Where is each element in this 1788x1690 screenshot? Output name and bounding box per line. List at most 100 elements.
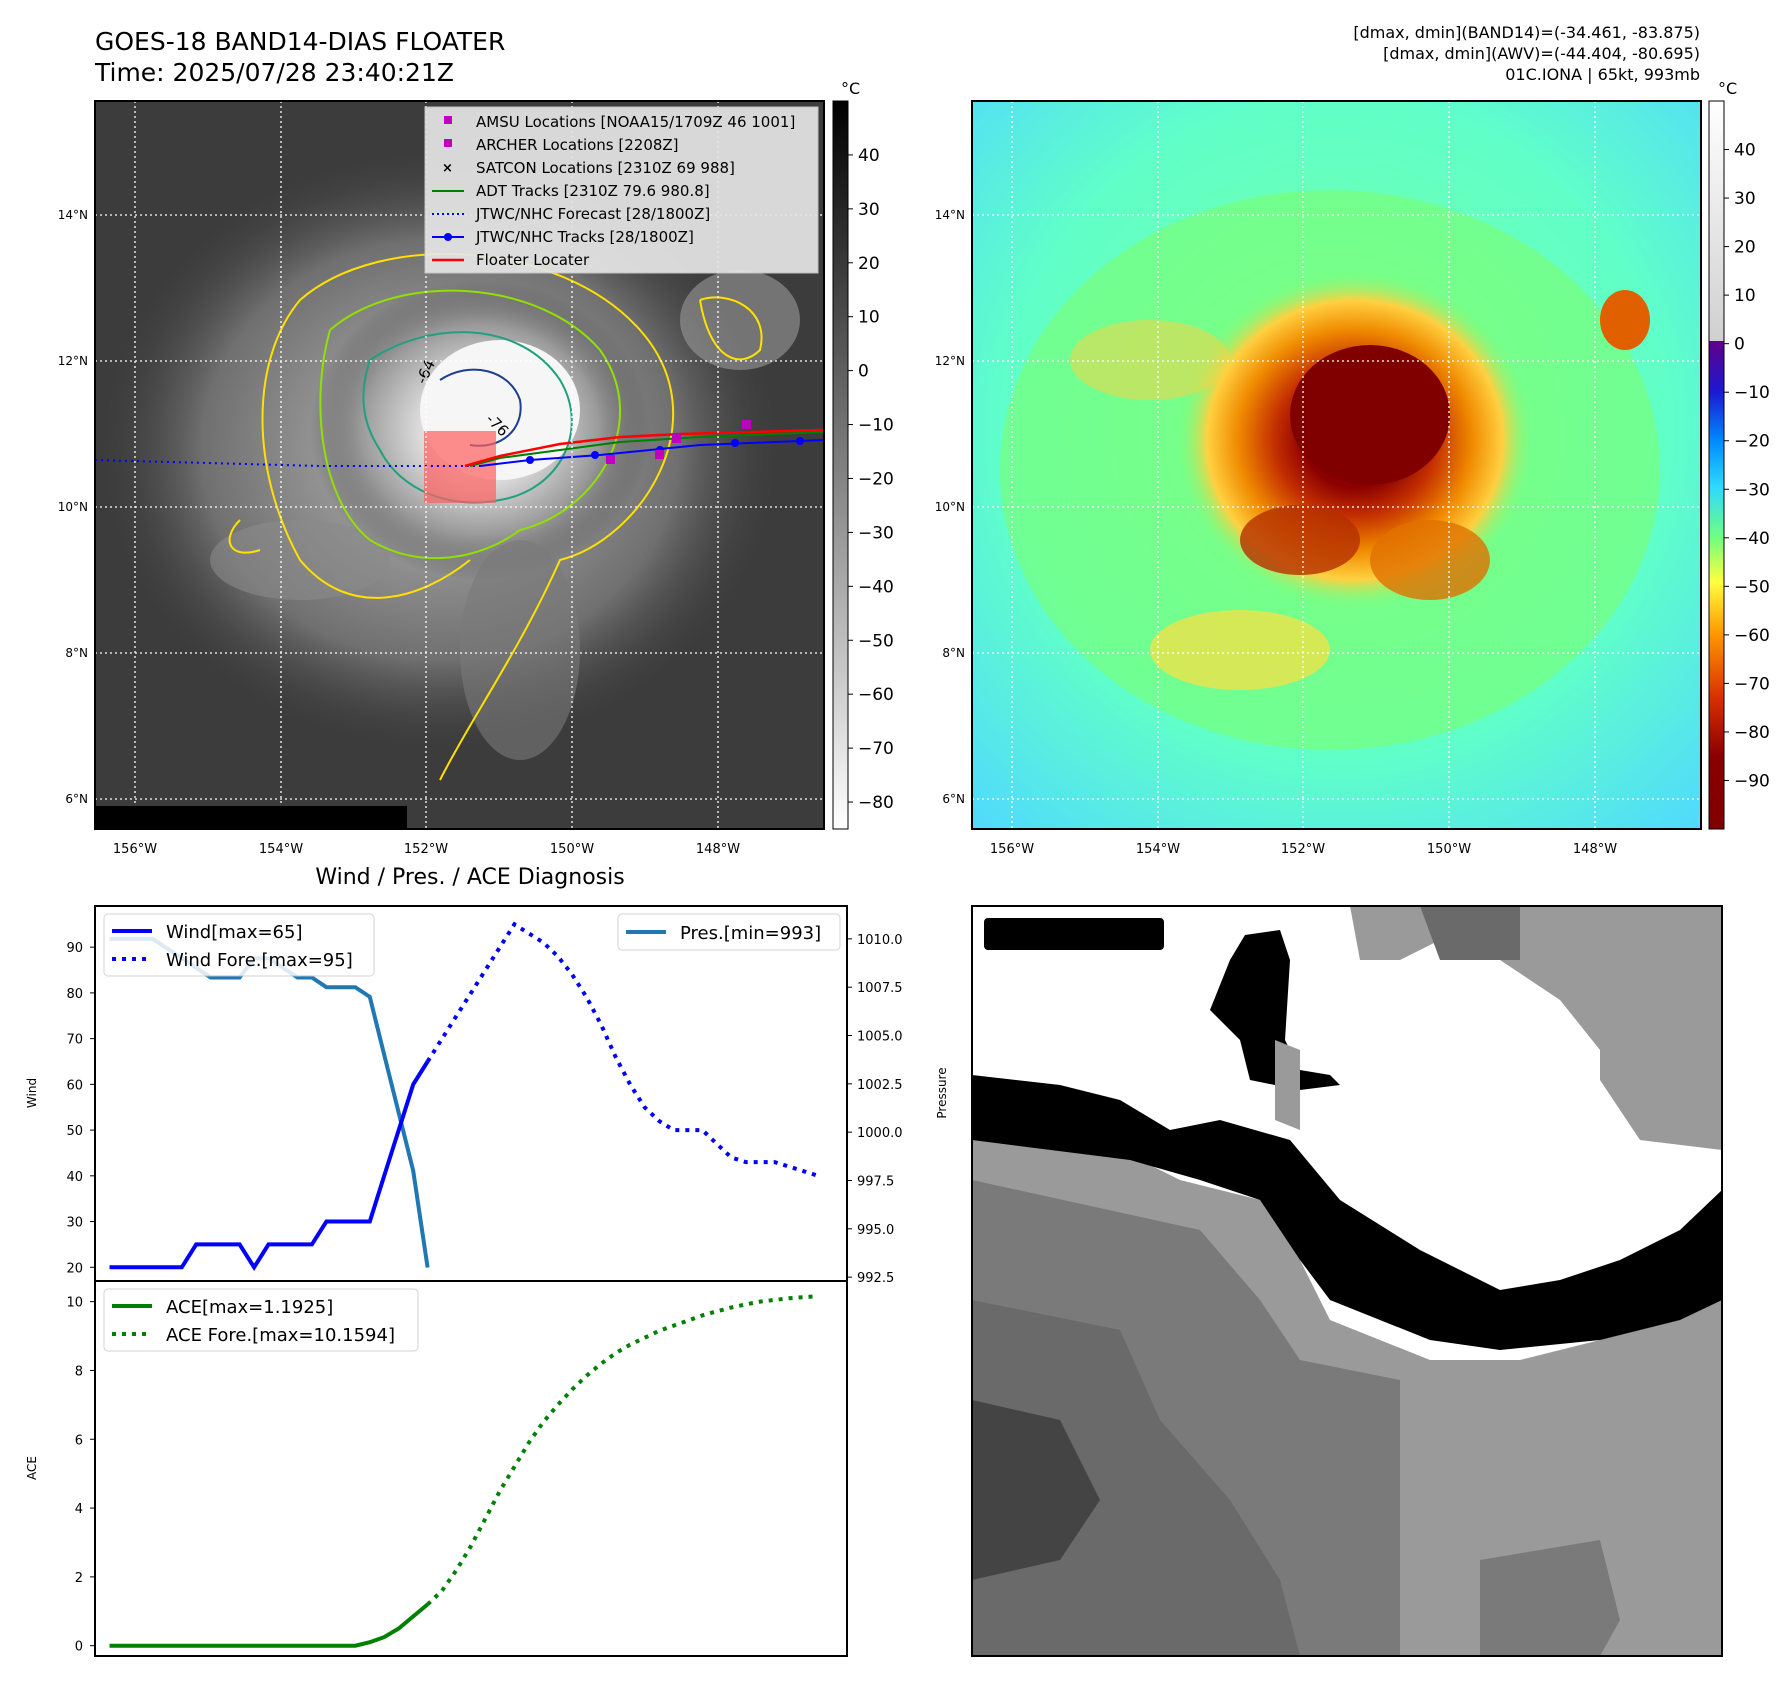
awv-lon-ticks: 156°W 154°W 152°W 150°W 148°W — [990, 842, 1617, 857]
ir-colorbar-tick-label: 0 — [858, 362, 869, 382]
awv-colorbar-unit: °C — [1718, 79, 1737, 98]
ir-colorbar-unit: °C — [841, 79, 860, 98]
floater-box — [424, 431, 496, 503]
ir-map-panel: -64 -76 — [58, 100, 825, 857]
svg-text:156°W: 156°W — [990, 842, 1034, 857]
wind-legend-label: Wind[max=65] — [166, 922, 303, 943]
ace-forecast-legend-label: ACE Fore.[max=10.1594] — [166, 1325, 395, 1346]
svg-text:10°N: 10°N — [58, 500, 88, 514]
svg-text:154°W: 154°W — [1136, 842, 1180, 857]
ir-colorbar-tick-label: 30 — [858, 200, 880, 220]
ir-colorbar: °C 40 30 20 10 0 −10 −20 −30 −40 −50 −60 −70 −80 — [832, 79, 894, 830]
pressure-y-tick-label: 1010.0 — [857, 933, 903, 948]
ace-y-tick-label: 6 — [75, 1433, 83, 1448]
info-storm: 01C.IONA | 65kt, 993mb — [1505, 65, 1700, 84]
pressure-y-tick-label: 1002.5 — [857, 1078, 903, 1093]
diagnosis-title: Wind / Pres. / ACE Diagnosis — [315, 865, 624, 890]
awv-cloud-field — [1000, 190, 1660, 750]
awv-colorbar-tick-label: −40 — [1734, 529, 1770, 549]
ace-y-tick-label: 4 — [75, 1502, 83, 1517]
awv-colorbar-tick-label: −50 — [1734, 577, 1770, 597]
legend-floater-label: Floater Locater — [476, 251, 590, 269]
pressure-legend: Pres.[min=993] — [617, 913, 841, 951]
svg-text:152°W: 152°W — [404, 842, 448, 857]
ir-colorbar-tick-label: −60 — [858, 685, 894, 705]
pressure-y-tick-label: 992.5 — [857, 1271, 894, 1286]
awv-colorbar-tick-label: 10 — [1734, 286, 1756, 306]
awv-lat-ticks: 14°N 12°N 10°N 8°N 6°N — [935, 208, 965, 806]
svg-text:12°N: 12°N — [935, 354, 965, 368]
legend-satcon-label: SATCON Locations [2310Z 69 988] — [476, 159, 735, 177]
svg-text:148°W: 148°W — [696, 842, 740, 857]
ace-y-tick-label: 2 — [75, 1571, 83, 1586]
ir-colorbar-tick-label: −40 — [858, 577, 894, 597]
legend-archer-marker — [444, 139, 452, 147]
wind-axis-label: Wind — [25, 1078, 39, 1108]
svg-text:156°W: 156°W — [113, 842, 157, 857]
wind-y-tick-label: 60 — [66, 1078, 83, 1093]
wmg-panel: WMG Count: 0 — [971, 905, 1723, 1657]
ir-colorbar-tick-label: −50 — [858, 631, 894, 651]
awv-colorbar-tick-label: 20 — [1734, 238, 1756, 258]
svg-text:12°N: 12°N — [58, 354, 88, 368]
pressure-y-tick-label: 1007.5 — [857, 981, 903, 996]
ir-colorbar-tick-label: 40 — [858, 146, 880, 166]
wind-line — [109, 1060, 430, 1272]
pressure-legend-label: Pres.[min=993] — [680, 923, 821, 944]
info-awv: [dmax, dmin](AWV)=(-44.404, -80.695) — [1383, 44, 1700, 63]
awv-colorbar-tick-label: −10 — [1734, 383, 1770, 403]
wind-y-tick-label: 30 — [66, 1216, 83, 1231]
svg-text:14°N: 14°N — [935, 208, 965, 222]
awv-colorbar-tick-label: −70 — [1734, 674, 1770, 694]
awv-gridlines — [972, 101, 1701, 829]
ir-colorbar-tick-label: −70 — [858, 739, 894, 759]
ir-colorbar-tick-label: −80 — [858, 793, 894, 813]
legend-tracks-label: JTWC/NHC Tracks [28/1800Z] — [475, 228, 694, 246]
ace-legend-label: ACE[max=1.1925] — [166, 1297, 333, 1318]
pressure-y-tick-label: 1005.0 — [857, 1030, 903, 1045]
wind-y-tick-label: 90 — [66, 941, 83, 956]
legend-forecast-label: JTWC/NHC Forecast [28/1800Z] — [475, 205, 710, 223]
wind-forecast-legend-label: Wind Fore.[max=95] — [166, 950, 353, 971]
legend-amsu-label: AMSU Locations [NOAA15/1709Z 46 1001] — [476, 113, 795, 131]
svg-text:6°N: 6°N — [65, 792, 88, 806]
awv-map-panel: 156°W 154°W 152°W 150°W 148°W 14°N 12°N … — [935, 100, 1702, 857]
pressure-y-tick-label: 997.5 — [857, 1174, 894, 1189]
awv-colorbar-tick-label: −60 — [1734, 626, 1770, 646]
svg-text:6°N: 6°N — [942, 792, 965, 806]
ace-y-tick-label: 0 — [75, 1640, 83, 1655]
svg-text:8°N: 8°N — [65, 646, 88, 660]
svg-text:10°N: 10°N — [935, 500, 965, 514]
wind-forecast-line — [425, 921, 819, 1178]
legend-amsu-marker — [444, 116, 452, 124]
legend-archer-label: ARCHER Locations [2208Z] — [476, 136, 679, 154]
figure-time: Time: 2025/07/28 23:40:21Z — [94, 58, 454, 87]
ace-axis-label: ACE — [25, 1456, 39, 1480]
ir-colorbar-tick-label: −30 — [858, 523, 894, 543]
wind-y-tick-label: 70 — [66, 1033, 83, 1048]
figure-title: GOES-18 BAND14-DIAS FLOATER — [95, 27, 505, 56]
svg-text:8°N: 8°N — [942, 646, 965, 660]
pressure-y-tick-label: 995.0 — [857, 1223, 894, 1238]
svg-text:152°W: 152°W — [1281, 842, 1325, 857]
svg-text:150°W: 150°W — [550, 842, 594, 857]
svg-text:148°W: 148°W — [1573, 842, 1617, 857]
copyright: Copyright © 2020-2025 Dapiya — [100, 809, 397, 829]
awv-colorbar-tick-label: −30 — [1734, 480, 1770, 500]
wmg-field — [972, 906, 1722, 1656]
ir-lat-ticks: 14°N 12°N 10°N 8°N 6°N — [58, 208, 88, 806]
map-legend: AMSU Locations [NOAA15/1709Z 46 1001] AR… — [424, 106, 819, 274]
awv-colorbar-tick-label: −90 — [1734, 771, 1770, 791]
legend-adt-label: ADT Tracks [2310Z 79.6 980.8] — [476, 182, 710, 200]
wind-y-tick-label: 50 — [66, 1124, 83, 1139]
pressure-y-tick-label: 1000.0 — [857, 1126, 903, 1141]
ace-y-tick-label: 10 — [66, 1296, 83, 1311]
ir-colorbar-tick-label: −10 — [858, 416, 894, 436]
awv-colorbar-tick-label: −20 — [1734, 432, 1770, 452]
wind-y-tick-label: 20 — [66, 1261, 83, 1276]
ir-colorbar-tick-label: 20 — [858, 254, 880, 274]
ir-colorbar-tick-label: 10 — [858, 308, 880, 328]
legend-satcon-marker: × — [442, 161, 453, 176]
wind-y-tick-label: 40 — [66, 1170, 83, 1185]
